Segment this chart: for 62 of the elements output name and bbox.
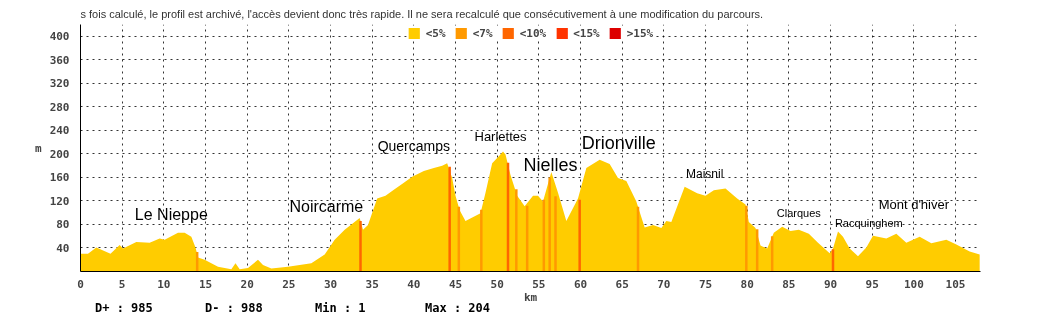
y-tick-label: 200 [49, 147, 70, 161]
x-tick-label: 40 [407, 277, 421, 291]
x-tick-label: 65 [615, 277, 629, 291]
x-tick-label: 100 [903, 277, 924, 291]
chart-title: s fois calculé, le profil est archivé, l'accès devient donc très rapide. Il ne sera recalculé que consécutivement à une modification du parcours. [80, 7, 764, 20]
annotation: Racquinghem [834, 217, 903, 230]
x-tick-label: 35 [365, 277, 379, 291]
x-tick-label: 50 [490, 277, 504, 291]
legend-label: <15% [573, 26, 600, 40]
x-tick-label: 95 [865, 277, 879, 291]
text: Max : 204 [425, 301, 491, 315]
y-tick-label: 320 [49, 77, 70, 91]
x-tick-label: 85 [782, 277, 796, 291]
x-tick-label: 0 [77, 277, 84, 291]
y-tick-label: 360 [49, 53, 70, 67]
bar [554, 196, 557, 272]
annotation: Harlettes [474, 129, 528, 145]
x-tick-label: 25 [282, 277, 296, 291]
y-tick-label: 280 [49, 100, 70, 114]
legend-label: <10% [519, 26, 547, 40]
text: D+ : 985 [95, 300, 154, 317]
annotation: Clarques [776, 206, 822, 219]
y-tick-label: 120 [49, 194, 70, 208]
x-axis-title: km [523, 290, 538, 304]
bar [448, 166, 451, 272]
x-tick-label: 70 [657, 277, 671, 291]
x-tick-label: 5 [118, 277, 126, 291]
annotation: Nielles [523, 155, 578, 176]
x-tick-label: 90 [823, 277, 838, 291]
y-axis-title: m [35, 141, 43, 155]
x-tick-label: 10 [157, 277, 171, 291]
bar [548, 177, 551, 272]
bar [578, 199, 581, 272]
text: D- : 988 [205, 300, 264, 317]
annotation: Mont d'hiver [878, 196, 950, 212]
y-tick-label: 160 [49, 171, 70, 185]
bar [359, 220, 362, 272]
y-tick-label: 40 [56, 241, 70, 255]
x-tick-label: 80 [740, 277, 754, 291]
x-tick-label: 30 [323, 277, 338, 291]
text: Min : 1 [315, 300, 367, 317]
x-tick-label: 15 [198, 277, 213, 291]
x-tick-label: 55 [532, 277, 546, 291]
x-tick-label: 75 [698, 277, 713, 291]
legend-label: <5% [425, 26, 446, 40]
x-tick-label: 60 [573, 277, 588, 291]
annotation: Le Nieppe [134, 205, 208, 223]
x-tick-label: 45 [448, 277, 463, 291]
legend-label: <7% [472, 26, 493, 40]
y-tick-label: 240 [49, 124, 70, 138]
bar [480, 209, 483, 272]
bar [745, 205, 748, 272]
annotation: Quercamps [377, 138, 451, 155]
annotation: Drionville [581, 132, 656, 153]
x-tick-label: 20 [240, 277, 254, 291]
annotation: Maisnil [686, 167, 724, 182]
bar [515, 189, 518, 272]
y-tick-label: 400 [49, 30, 70, 44]
annotation: Noircarme [289, 197, 364, 215]
x-tick-label: 105 [945, 277, 966, 291]
y-tick-label: 80 [56, 218, 70, 232]
legend-label: >15% [626, 26, 654, 40]
